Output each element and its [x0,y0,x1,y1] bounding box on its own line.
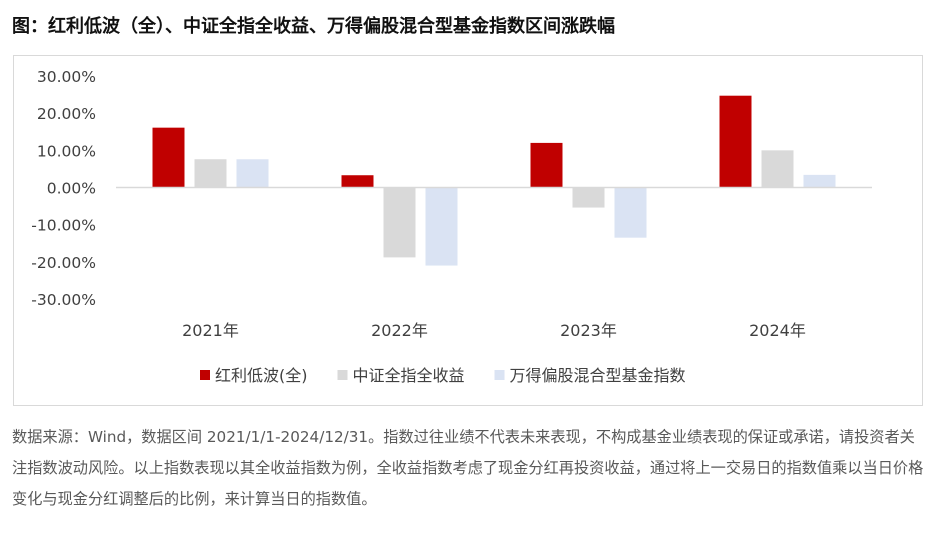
x-tick-label: 2023年 [560,321,617,340]
legend-swatch [337,370,348,380]
y-tick-label: 10.00% [37,142,96,160]
bar-3 [425,187,458,266]
x-tick-label: 2021年 [182,321,239,340]
bar-3 [236,159,269,188]
bar-2 [761,150,794,188]
source-note: 数据来源：Wind，数据区间 2021/1/1-2024/12/31。指数过往业… [12,422,928,515]
legend-label: 万得偏股混合型基金指数 [510,366,686,385]
x-tick-label: 2024年 [749,321,806,340]
y-tick-label: -30.00% [31,291,96,309]
legend-label: 红利低波(全) [215,366,308,385]
bar-3 [803,174,836,188]
legend-swatch [200,370,210,380]
bar-1 [152,127,185,188]
bar-1 [341,175,374,188]
chart-frame: 30.00% 20.00% 10.00% 0.00% -10.00% -20.00% -30… [13,55,923,406]
bar-3 [614,187,647,238]
figure-title: 图：红利低波（全）、中证全指全收益、万得偏股混合型基金指数区间涨跌幅 [12,16,615,37]
y-tick-label: 0.00% [47,180,96,198]
y-tick-label: 20.00% [37,105,96,123]
bar-2 [383,187,416,258]
bar-2 [572,187,605,208]
y-tick-label: 30.00% [37,68,96,86]
source-note-text: 数据来源：Wind，数据区间 2021/1/1-2024/12/31。指数过往业… [12,428,924,508]
y-tick-label: -20.00% [31,254,96,272]
legend-label: 中证全指全收益 [353,366,465,385]
y-tick-label: -10.00% [31,217,96,235]
bar-chart: 30.00% 20.00% 10.00% 0.00% -10.00% -20.00% -30… [31,68,872,385]
x-tick-label: 2022年 [371,321,428,340]
legend-swatch [494,370,505,380]
bar-1 [530,142,563,188]
bar-1 [719,95,752,188]
bar-2 [194,159,227,188]
